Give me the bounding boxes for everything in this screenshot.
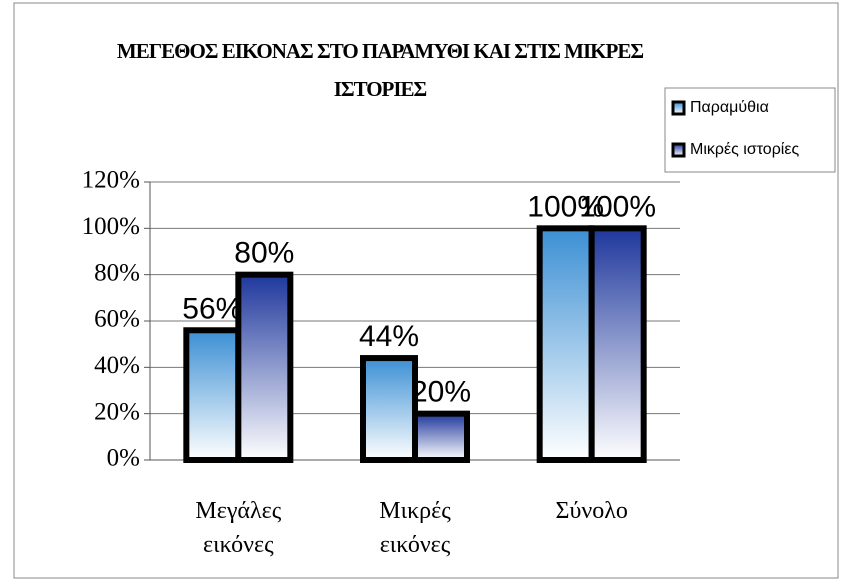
bar	[183, 327, 242, 463]
y-tick-label: 100%	[82, 213, 140, 240]
frame	[13, 2, 839, 579]
x-tick-label: Μικρές εικόνες	[379, 498, 451, 558]
y-tick-label: 0%	[107, 445, 140, 472]
legend-swatch	[671, 142, 686, 158]
legend-label: Μικρές ιστορίες	[690, 141, 799, 158]
data-label: 100%	[527, 190, 604, 223]
y-tick-label: 120%	[82, 167, 140, 194]
legend-label: Παραμύθια	[690, 99, 769, 116]
bar	[412, 410, 470, 463]
y-tick-label: 20%	[94, 398, 140, 425]
data-label: 20%	[411, 376, 471, 409]
legend-swatch	[671, 100, 686, 116]
bar	[360, 355, 418, 464]
bar	[235, 271, 294, 463]
legend-box	[664, 87, 836, 173]
bar	[536, 225, 595, 463]
y-tick-label: 40%	[94, 352, 140, 379]
x-tick-label: Σύνολο	[555, 498, 628, 524]
bar	[588, 225, 647, 463]
data-label: 44%	[359, 320, 419, 353]
data-label: 80%	[234, 237, 294, 270]
x-tick-label: Μεγάλες εικόνες	[195, 498, 282, 558]
data-label: 100%	[579, 190, 656, 223]
data-label: 56%	[182, 292, 242, 325]
y-tick-label: 80%	[94, 259, 140, 286]
chart-title: ΜΕΓΕΘΟΣ ΕΙΚΟΝΑΣ ΣΤΟ ΠΑΡΑΜΥΘΙ ΚΑΙ ΣΤΙΣ ΜΙ…	[116, 39, 644, 101]
y-tick-label: 60%	[94, 306, 140, 333]
